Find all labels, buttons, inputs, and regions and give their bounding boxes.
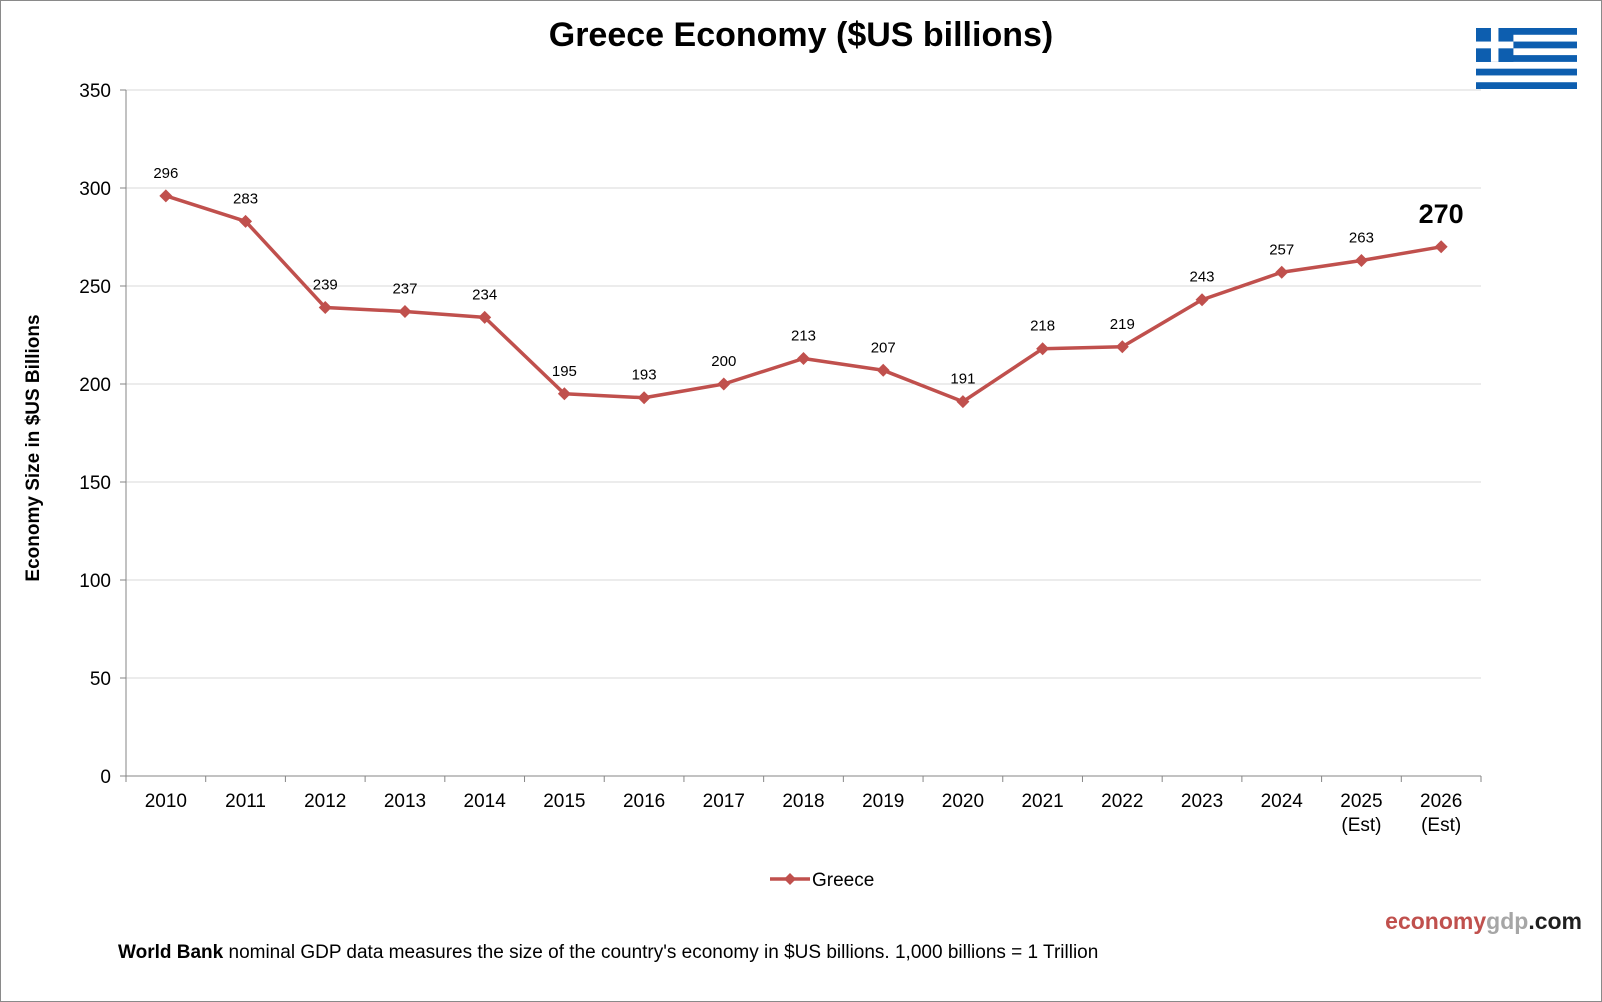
- x-tick-label: 2022: [1101, 791, 1143, 812]
- x-tick-label: 2021: [1021, 791, 1063, 812]
- x-tick-label: 2018: [782, 791, 824, 812]
- greece-flag-icon: [1476, 28, 1577, 89]
- data-point: [876, 363, 890, 377]
- series-line-greece: [165, 194, 1442, 404]
- data-point: [159, 189, 173, 203]
- legend-label: Greece: [812, 870, 874, 891]
- data-point: [717, 377, 731, 391]
- chart-title: Greece Economy ($US billions): [548, 16, 1054, 54]
- x-tick-label: 2014: [464, 791, 507, 812]
- y-tick-label: 50: [90, 669, 111, 690]
- x-tick-label: 2024: [1261, 791, 1304, 812]
- x-tick-label: 2017: [703, 791, 745, 812]
- x-tick-label: 2023: [1181, 791, 1223, 812]
- data-label: 191: [950, 371, 975, 388]
- data-point: [956, 395, 970, 409]
- data-label: 207: [871, 339, 896, 356]
- data-point: [1275, 265, 1289, 279]
- brand-part-economy: economy: [1385, 908, 1487, 934]
- x-tick-label: 2010: [145, 791, 187, 812]
- data-label: 243: [1190, 269, 1215, 286]
- data-label: 195: [552, 363, 577, 380]
- x-tick-label: (Est): [1421, 815, 1461, 836]
- brand-part-gdp: gdp: [1486, 908, 1529, 934]
- x-tick-label: 2026: [1420, 791, 1462, 812]
- data-point: [1354, 254, 1368, 268]
- data-point: [797, 352, 810, 366]
- footnote-source: World Bank: [118, 942, 224, 963]
- brand-logo[interactable]: economygdp.com: [1385, 908, 1582, 935]
- y-tick-label: 0: [100, 767, 111, 788]
- data-label: 234: [472, 286, 497, 303]
- data-label: 296: [153, 165, 178, 182]
- footnote: World Bank nominal GDP data measures the…: [118, 942, 1098, 964]
- data-label: 263: [1349, 230, 1374, 247]
- data-label: 218: [1030, 318, 1055, 335]
- data-point: [398, 304, 412, 318]
- data-label: 283: [233, 190, 258, 207]
- data-point: [239, 214, 253, 228]
- data-label: 237: [392, 280, 417, 297]
- data-label: 270: [1419, 199, 1464, 229]
- data-point: [1434, 240, 1448, 254]
- data-label: 193: [632, 367, 657, 384]
- x-tick-label: 2013: [384, 791, 426, 812]
- x-tick-label: 2012: [304, 791, 346, 812]
- x-tick-label: 2015: [543, 791, 585, 812]
- y-tick-label: 100: [79, 571, 111, 592]
- data-point: [318, 301, 332, 315]
- data-point: [478, 310, 492, 324]
- y-tick-label: 250: [79, 277, 111, 298]
- footnote-text: nominal GDP data measures the size of th…: [223, 942, 1099, 963]
- y-tick-label: 150: [79, 473, 111, 494]
- data-label: 219: [1110, 316, 1135, 333]
- y-tick-label: 350: [79, 81, 111, 102]
- x-tick-label: 2020: [942, 791, 984, 812]
- x-tick-label: 2016: [623, 791, 665, 812]
- data-point: [1036, 342, 1050, 356]
- data-label: 213: [791, 328, 816, 345]
- legend-marker: [784, 873, 796, 885]
- data-point: [1195, 293, 1209, 307]
- data-point: [637, 391, 651, 405]
- x-tick-label: (Est): [1341, 815, 1381, 836]
- y-tick-label: 200: [79, 375, 111, 396]
- data-label: 239: [313, 277, 338, 294]
- x-tick-label: 2011: [225, 791, 266, 812]
- data-point: [1115, 340, 1129, 354]
- x-tick-label: 2019: [862, 791, 904, 812]
- data-label: 257: [1269, 241, 1294, 258]
- data-point: [557, 387, 571, 401]
- x-tick-label: 2025: [1340, 791, 1382, 812]
- y-tick-label: 300: [79, 179, 111, 200]
- data-label: 200: [711, 353, 736, 370]
- brand-part-com: .com: [1528, 908, 1582, 934]
